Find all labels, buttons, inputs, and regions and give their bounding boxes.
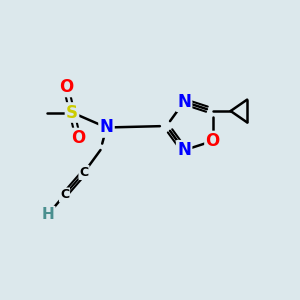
Text: C: C [60,188,69,202]
Text: H: H [42,207,54,222]
Text: C: C [80,166,88,179]
Text: N: N [177,141,191,159]
Text: S: S [66,103,78,122]
Text: N: N [177,93,191,111]
Text: O: O [71,129,85,147]
Text: O: O [59,78,73,96]
Text: N: N [100,118,113,136]
Text: O: O [206,132,220,150]
